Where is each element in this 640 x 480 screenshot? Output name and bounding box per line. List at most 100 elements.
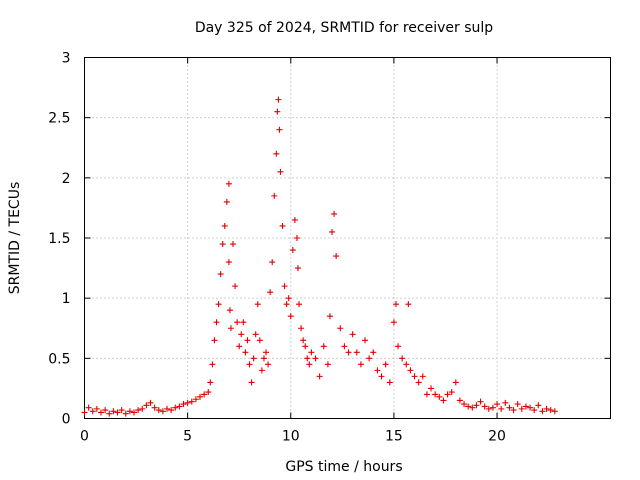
data-point (428, 385, 435, 392)
data-point (392, 301, 399, 308)
data-point (362, 337, 369, 344)
data-point (217, 271, 224, 278)
y-tick-label: 1.5 (48, 231, 70, 247)
data-point (390, 319, 397, 326)
data-point (246, 361, 253, 368)
data-point (452, 379, 459, 386)
data-point (93, 405, 100, 412)
data-point (122, 410, 129, 417)
data-point (110, 408, 117, 415)
x-tick-label: 0 (80, 429, 89, 445)
data-point (539, 408, 546, 415)
data-point (461, 401, 468, 408)
data-point (258, 367, 265, 374)
x-tick-label: 5 (183, 429, 192, 445)
data-point (444, 391, 451, 398)
data-point (126, 408, 133, 415)
data-point (481, 403, 488, 410)
data-point (324, 361, 331, 368)
data-point (283, 301, 290, 308)
data-point (502, 399, 509, 406)
data-point (273, 150, 280, 157)
data-point (293, 235, 300, 241)
y-axis-label: SRMTID / TECUs (7, 182, 23, 295)
data-point (291, 216, 298, 223)
data-point (172, 404, 179, 411)
data-point (219, 241, 226, 248)
data-point (118, 407, 125, 414)
data-point (254, 301, 261, 308)
data-point (131, 409, 138, 416)
data-point (473, 402, 480, 409)
data-point (267, 289, 274, 296)
data-point (248, 379, 255, 386)
data-point (535, 402, 542, 409)
data-points (81, 96, 558, 417)
data-point (223, 198, 230, 205)
y-tick-label: 3 (62, 51, 71, 67)
data-point (469, 404, 476, 411)
chart-title: Day 325 of 2024, SRMTID for receiver sul… (195, 20, 493, 36)
data-point (265, 361, 272, 368)
data-point (85, 404, 92, 411)
data-point (226, 307, 233, 314)
data-point (378, 373, 385, 380)
data-point (234, 319, 241, 326)
data-point (155, 407, 162, 414)
data-point (399, 355, 406, 362)
data-point (300, 337, 307, 344)
data-point (197, 393, 204, 400)
data-point (326, 313, 333, 320)
data-point (403, 361, 410, 368)
data-point (465, 403, 472, 410)
axis-ticks: 0 0.5 1 1.5 2 2.5 3 0 5 10 15 20 (48, 51, 611, 445)
data-point (302, 343, 309, 350)
data-point (551, 408, 558, 415)
data-point (236, 343, 243, 350)
data-point (518, 405, 525, 412)
data-point (205, 389, 212, 396)
plot-frame (84, 57, 611, 419)
data-point (159, 408, 166, 415)
data-point (432, 391, 439, 398)
data-point (151, 404, 158, 411)
data-point (506, 404, 513, 411)
data-point (370, 349, 377, 356)
data-point (242, 349, 249, 356)
data-point (230, 241, 237, 248)
y-tick-label: 2 (62, 171, 71, 187)
data-point (395, 343, 402, 350)
data-point (489, 404, 496, 411)
data-point (184, 399, 191, 406)
data-point (382, 361, 389, 368)
data-point (211, 337, 218, 344)
data-point (106, 410, 113, 417)
data-point (312, 355, 319, 362)
data-point (209, 361, 216, 368)
data-point (227, 325, 234, 332)
data-point (276, 126, 283, 133)
data-point (201, 391, 208, 398)
data-point (81, 409, 88, 416)
data-point (357, 361, 364, 368)
data-point (337, 325, 344, 332)
data-point (494, 401, 501, 408)
data-point (386, 379, 393, 386)
data-point (114, 409, 121, 416)
data-point (294, 265, 301, 272)
data-point (547, 407, 554, 414)
data-point (215, 301, 222, 308)
x-tick-label: 10 (282, 429, 300, 445)
data-point (485, 405, 492, 412)
data-point (304, 355, 311, 362)
data-point (333, 253, 340, 260)
data-point (415, 379, 422, 386)
data-point (514, 401, 521, 408)
data-point (345, 349, 352, 356)
data-point (225, 259, 232, 266)
data-point (102, 407, 109, 414)
data-point (448, 389, 455, 396)
grid (84, 57, 611, 419)
data-point (139, 405, 146, 412)
